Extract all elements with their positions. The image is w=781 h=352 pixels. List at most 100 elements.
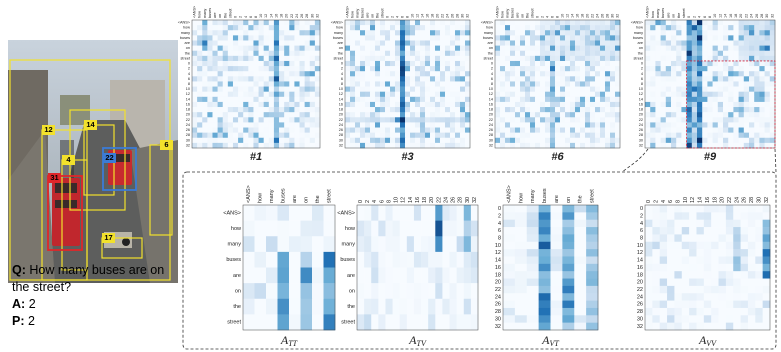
heat-cell: [728, 87, 734, 92]
heat-cell: [243, 97, 248, 102]
heat-cell: [590, 30, 595, 35]
heat-cell: [228, 35, 233, 40]
heat-cell: [457, 221, 464, 237]
heat-cell: [562, 279, 574, 287]
heat-cell: [300, 133, 305, 138]
heat-cell: [565, 128, 570, 133]
heat-cell: [207, 61, 212, 66]
heat-cell: [407, 236, 414, 252]
heat-cell: [681, 122, 687, 127]
heat-cell: [315, 25, 320, 30]
heat-cell: [455, 133, 460, 138]
heat-cell: [207, 102, 212, 107]
heat-cell: [310, 128, 315, 133]
heat-cell: [364, 299, 371, 315]
heat-cell: [425, 46, 430, 51]
heat-cell: [671, 46, 677, 51]
heat-cell: [248, 143, 253, 148]
heat-cell: [682, 242, 690, 250]
heat-cell: [728, 102, 734, 107]
heat-cell: [539, 301, 551, 309]
row-label: 26: [495, 302, 501, 308]
heat-cell: [580, 87, 585, 92]
heat-cell: [405, 102, 410, 107]
heat-cell: [350, 56, 355, 61]
heat-cell: [590, 92, 595, 97]
heat-cell: [590, 112, 595, 117]
heat-cell: [555, 143, 560, 148]
heat-cell: [697, 143, 703, 148]
heat-cell: [585, 122, 590, 127]
heat-cell: [233, 81, 238, 86]
heat-cell: [748, 256, 756, 264]
heat-cell: [294, 128, 299, 133]
heat-cell: [218, 117, 223, 122]
heat-cell: [269, 87, 274, 92]
heat-cell: [741, 279, 749, 287]
heat-cell: [551, 308, 563, 316]
heat-cell: [570, 102, 575, 107]
heat-cell: [380, 71, 385, 76]
heat-cell: [294, 133, 299, 138]
heat-cell: [520, 102, 525, 107]
heat-cell: [661, 92, 667, 97]
heat-cell: [259, 117, 264, 122]
heat-cell: [723, 51, 729, 56]
heat-cell: [565, 107, 570, 112]
heat-cell: [770, 138, 776, 143]
heat-cell: [228, 51, 233, 56]
heat-cell: [445, 76, 450, 81]
heat-cell: [676, 20, 682, 25]
col-label: 20: [429, 197, 435, 203]
heat-cell: [228, 40, 233, 45]
heat-cell: [610, 102, 615, 107]
heat-cell: [655, 61, 661, 66]
heat-cell: [586, 249, 598, 257]
heat-cell: [560, 30, 565, 35]
heat-cell: [312, 205, 324, 221]
row-label: 14: [489, 97, 493, 101]
heat-cell: [233, 46, 238, 51]
heat-cell: [550, 66, 555, 71]
heat-cell: [233, 20, 238, 25]
heat-cell: [197, 66, 202, 71]
heat-cell: [445, 30, 450, 35]
heat-cell: [765, 117, 771, 122]
heat-cell: [733, 138, 739, 143]
heat-cell: [687, 138, 693, 143]
heat-cell: [266, 205, 278, 221]
heat-cell: [520, 35, 525, 40]
heat-cell: [355, 76, 360, 81]
heat-cell: [702, 76, 708, 81]
heat-cell: [749, 112, 755, 117]
heat-cell: [655, 87, 661, 92]
heat-cell: [718, 143, 724, 148]
heat-cell: [305, 66, 310, 71]
heat-cell: [713, 61, 719, 66]
heat-cell: [586, 220, 598, 228]
heat-cell: [471, 268, 478, 284]
heat-cell: [192, 97, 197, 102]
heat-cell: [385, 268, 392, 284]
heat-cell: [435, 299, 442, 315]
heat-cell: [610, 107, 615, 112]
heat-cell: [197, 133, 202, 138]
col-label: 32: [315, 14, 319, 18]
heat-cell: [223, 30, 228, 35]
heat-cell: [370, 112, 375, 117]
col-label: <ANS>: [646, 5, 650, 18]
heat-cell: [294, 92, 299, 97]
heat-cell: [645, 138, 651, 143]
heat-cell: [243, 236, 255, 252]
heat-cell: [355, 40, 360, 45]
heat-cell: [697, 102, 703, 107]
heat-cell: [713, 92, 719, 97]
heat-cell: [385, 56, 390, 61]
heat-cell: [713, 128, 719, 133]
heat-cell: [435, 252, 442, 268]
heat-cell: [278, 252, 290, 268]
heat-cell: [425, 25, 430, 30]
heat-cell: [718, 35, 724, 40]
heat-cell: [284, 76, 289, 81]
heat-cell: [515, 20, 520, 25]
